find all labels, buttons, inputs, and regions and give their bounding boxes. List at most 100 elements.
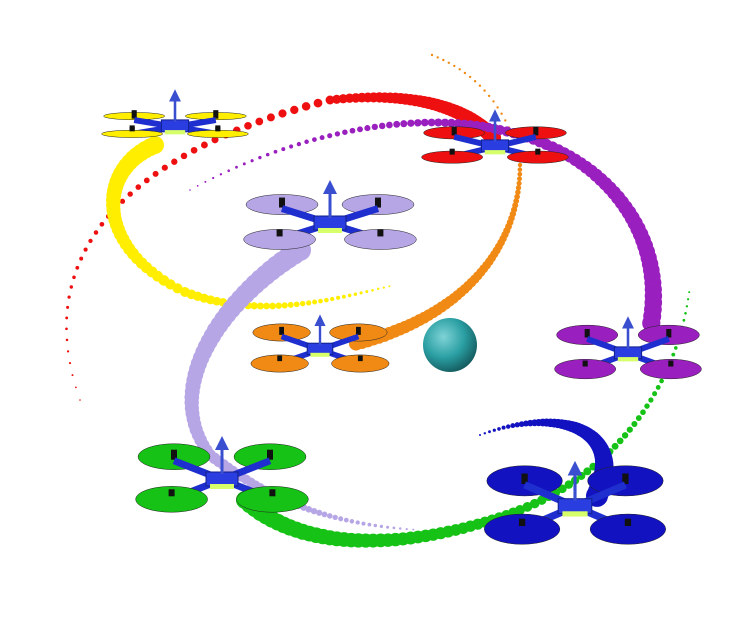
trail-dot xyxy=(65,338,69,342)
trail-dot xyxy=(365,290,369,294)
trail-dot xyxy=(256,302,264,310)
motor-icon xyxy=(375,197,381,208)
trail-dot xyxy=(330,296,335,302)
motor-cap xyxy=(277,355,283,362)
drone-battery xyxy=(310,352,330,357)
trail-dot xyxy=(517,171,523,177)
trail-dot xyxy=(430,53,434,57)
trail-dot xyxy=(361,521,366,526)
motor-cap xyxy=(582,360,588,367)
trail-dot xyxy=(412,528,415,531)
trail-dot xyxy=(79,399,81,401)
trail-dot xyxy=(673,346,678,350)
trail-dot xyxy=(616,437,624,445)
trail-dot xyxy=(127,191,133,197)
trail-dot xyxy=(212,176,215,180)
trail-dot xyxy=(488,430,491,434)
trail-dot xyxy=(479,434,481,436)
trail-dot xyxy=(338,516,344,522)
drone-battery xyxy=(164,130,186,135)
trail-dot xyxy=(66,305,70,309)
trail-dot xyxy=(287,301,294,308)
trail-dot xyxy=(517,176,522,182)
trail-dot xyxy=(501,425,506,430)
motor-icon xyxy=(279,197,285,208)
trail-dot xyxy=(473,80,477,83)
trail-dot xyxy=(325,95,335,105)
trail-dot xyxy=(332,514,338,521)
trail-dot xyxy=(306,300,312,306)
trail-dot xyxy=(327,133,333,139)
trail-dot xyxy=(373,523,378,528)
thrust-arrowhead-icon xyxy=(567,460,583,476)
trail-dot xyxy=(296,141,302,147)
trail-dot xyxy=(65,327,68,331)
trail-dot xyxy=(496,106,499,109)
trail-dot xyxy=(515,189,521,195)
drone-red xyxy=(421,109,569,164)
trail-dot xyxy=(357,126,363,133)
trail-dot xyxy=(99,221,105,227)
motor-cap xyxy=(168,489,175,497)
drone-yellow xyxy=(101,89,249,138)
drone-battery xyxy=(484,150,506,155)
motor-icon xyxy=(451,126,457,136)
trail-dot xyxy=(324,297,329,303)
trail-dot xyxy=(453,119,463,128)
trail-dot xyxy=(688,291,691,294)
trail-dot xyxy=(537,495,547,505)
trail-dot xyxy=(196,185,199,187)
drone-battery xyxy=(210,484,234,489)
trail-dot xyxy=(388,285,391,288)
trail-dot xyxy=(522,502,533,512)
trail-dot xyxy=(281,147,286,152)
trail-dot xyxy=(659,378,664,384)
trail-dot xyxy=(318,298,323,304)
trail-dot xyxy=(312,137,317,142)
trail-dot xyxy=(190,146,198,154)
obstacle-sphere xyxy=(423,318,477,372)
rotor-disc xyxy=(484,513,561,545)
trail-dot xyxy=(359,291,363,295)
thrust-arrowhead-icon xyxy=(489,109,501,122)
trail-dot xyxy=(393,120,401,128)
trail-dot xyxy=(611,442,619,450)
trail-dot xyxy=(407,119,415,127)
rotor-disc xyxy=(250,354,309,373)
trail-dot xyxy=(655,384,661,390)
trail-dot xyxy=(293,301,300,308)
drone-body xyxy=(306,342,334,355)
trail-dot xyxy=(347,293,352,298)
trail-dot xyxy=(564,480,574,489)
motor-cap xyxy=(269,489,276,497)
trail-dot xyxy=(200,141,208,149)
trail-dot xyxy=(269,302,276,310)
trail-dot xyxy=(161,164,168,171)
trail-dot xyxy=(376,287,380,291)
rotor-disc xyxy=(554,359,617,380)
trail-dot xyxy=(211,136,219,144)
trail-dot xyxy=(453,64,456,68)
motor-cap xyxy=(357,355,363,362)
trail-dot xyxy=(436,56,439,59)
trail-dot xyxy=(143,177,150,184)
trail-dot xyxy=(281,302,288,309)
rotor-disc xyxy=(344,229,417,250)
trail-dot xyxy=(463,71,467,75)
rotor-disc xyxy=(639,359,702,380)
motor-cap xyxy=(215,125,221,132)
trail-dot xyxy=(119,198,126,204)
thrust-arrowhead-icon xyxy=(215,436,229,450)
trail-dot xyxy=(171,158,178,165)
drone-body xyxy=(557,498,593,514)
trail-dot xyxy=(342,129,348,135)
drone-body xyxy=(160,119,190,133)
trail-dot xyxy=(250,159,254,163)
motor-cap xyxy=(624,518,632,527)
trail-dot xyxy=(371,288,374,292)
trail-dot xyxy=(312,299,318,305)
motor-icon xyxy=(279,326,284,335)
trail-dot xyxy=(671,352,676,357)
trail-dot xyxy=(235,165,238,169)
trail-dot xyxy=(273,149,278,154)
